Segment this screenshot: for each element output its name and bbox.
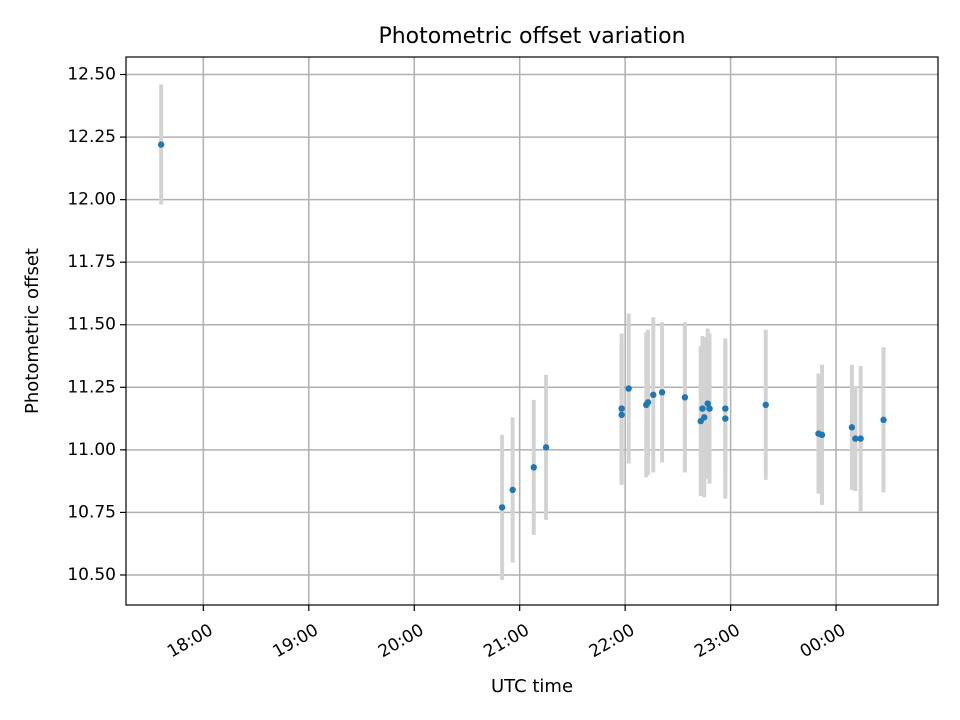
plot-frame	[125, 56, 939, 606]
data-point	[848, 424, 856, 431]
y-axis-label: Photometric offset	[22, 248, 43, 414]
y-tick-label: 11.75	[67, 252, 116, 272]
x-tick-label: 20:00	[375, 620, 427, 662]
y-tick-label: 10.50	[67, 565, 116, 585]
data-point	[706, 405, 713, 412]
data-point	[762, 401, 769, 409]
x-tick-label: 18:00	[164, 620, 216, 662]
data-point	[618, 405, 625, 412]
x-tick-label: 19:00	[270, 620, 322, 662]
y-axis: 10.50 10.75 11.00 11.25 11.50 11.75 12.00 12.25…	[67, 65, 126, 585]
data-point	[722, 405, 729, 412]
data-point	[880, 416, 887, 424]
data-point	[852, 435, 859, 442]
data-series	[157, 84, 887, 580]
chart-title: Photometric offset variation	[378, 24, 685, 49]
data-point	[658, 389, 666, 396]
data-point	[681, 394, 689, 401]
x-tick-label: 21:00	[480, 620, 532, 662]
x-tick-label: 22:00	[586, 620, 638, 662]
y-tick-label: 12.50	[67, 65, 116, 85]
data-point	[644, 399, 652, 406]
x-axis-label: UTC time	[491, 676, 573, 697]
data-point	[699, 405, 706, 412]
data-point	[542, 444, 550, 451]
data-point	[157, 141, 165, 148]
data-point	[701, 414, 708, 421]
x-axis: 18:00 19:00 20:00 21:00 22:00 23:00 00:00	[164, 605, 849, 662]
data-point	[650, 391, 657, 399]
y-tick-label: 12.25	[67, 127, 116, 147]
data-point	[857, 435, 864, 442]
y-tick-label: 11.25	[67, 377, 116, 397]
x-tick-label: 00:00	[797, 620, 849, 662]
y-tick-label: 12.00	[67, 190, 116, 210]
data-point	[498, 504, 506, 511]
y-tick-label: 11.50	[67, 315, 116, 335]
y-tick-label: 10.75	[67, 502, 116, 522]
data-point	[625, 385, 632, 392]
grid	[126, 57, 938, 605]
y-tick-label: 11.00	[67, 440, 116, 460]
data-point	[618, 411, 625, 419]
x-tick-label: 23:00	[691, 620, 743, 662]
data-point	[530, 464, 537, 471]
data-point	[722, 415, 729, 422]
data-point	[704, 400, 711, 407]
data-point	[818, 431, 826, 439]
data-point	[509, 486, 516, 494]
